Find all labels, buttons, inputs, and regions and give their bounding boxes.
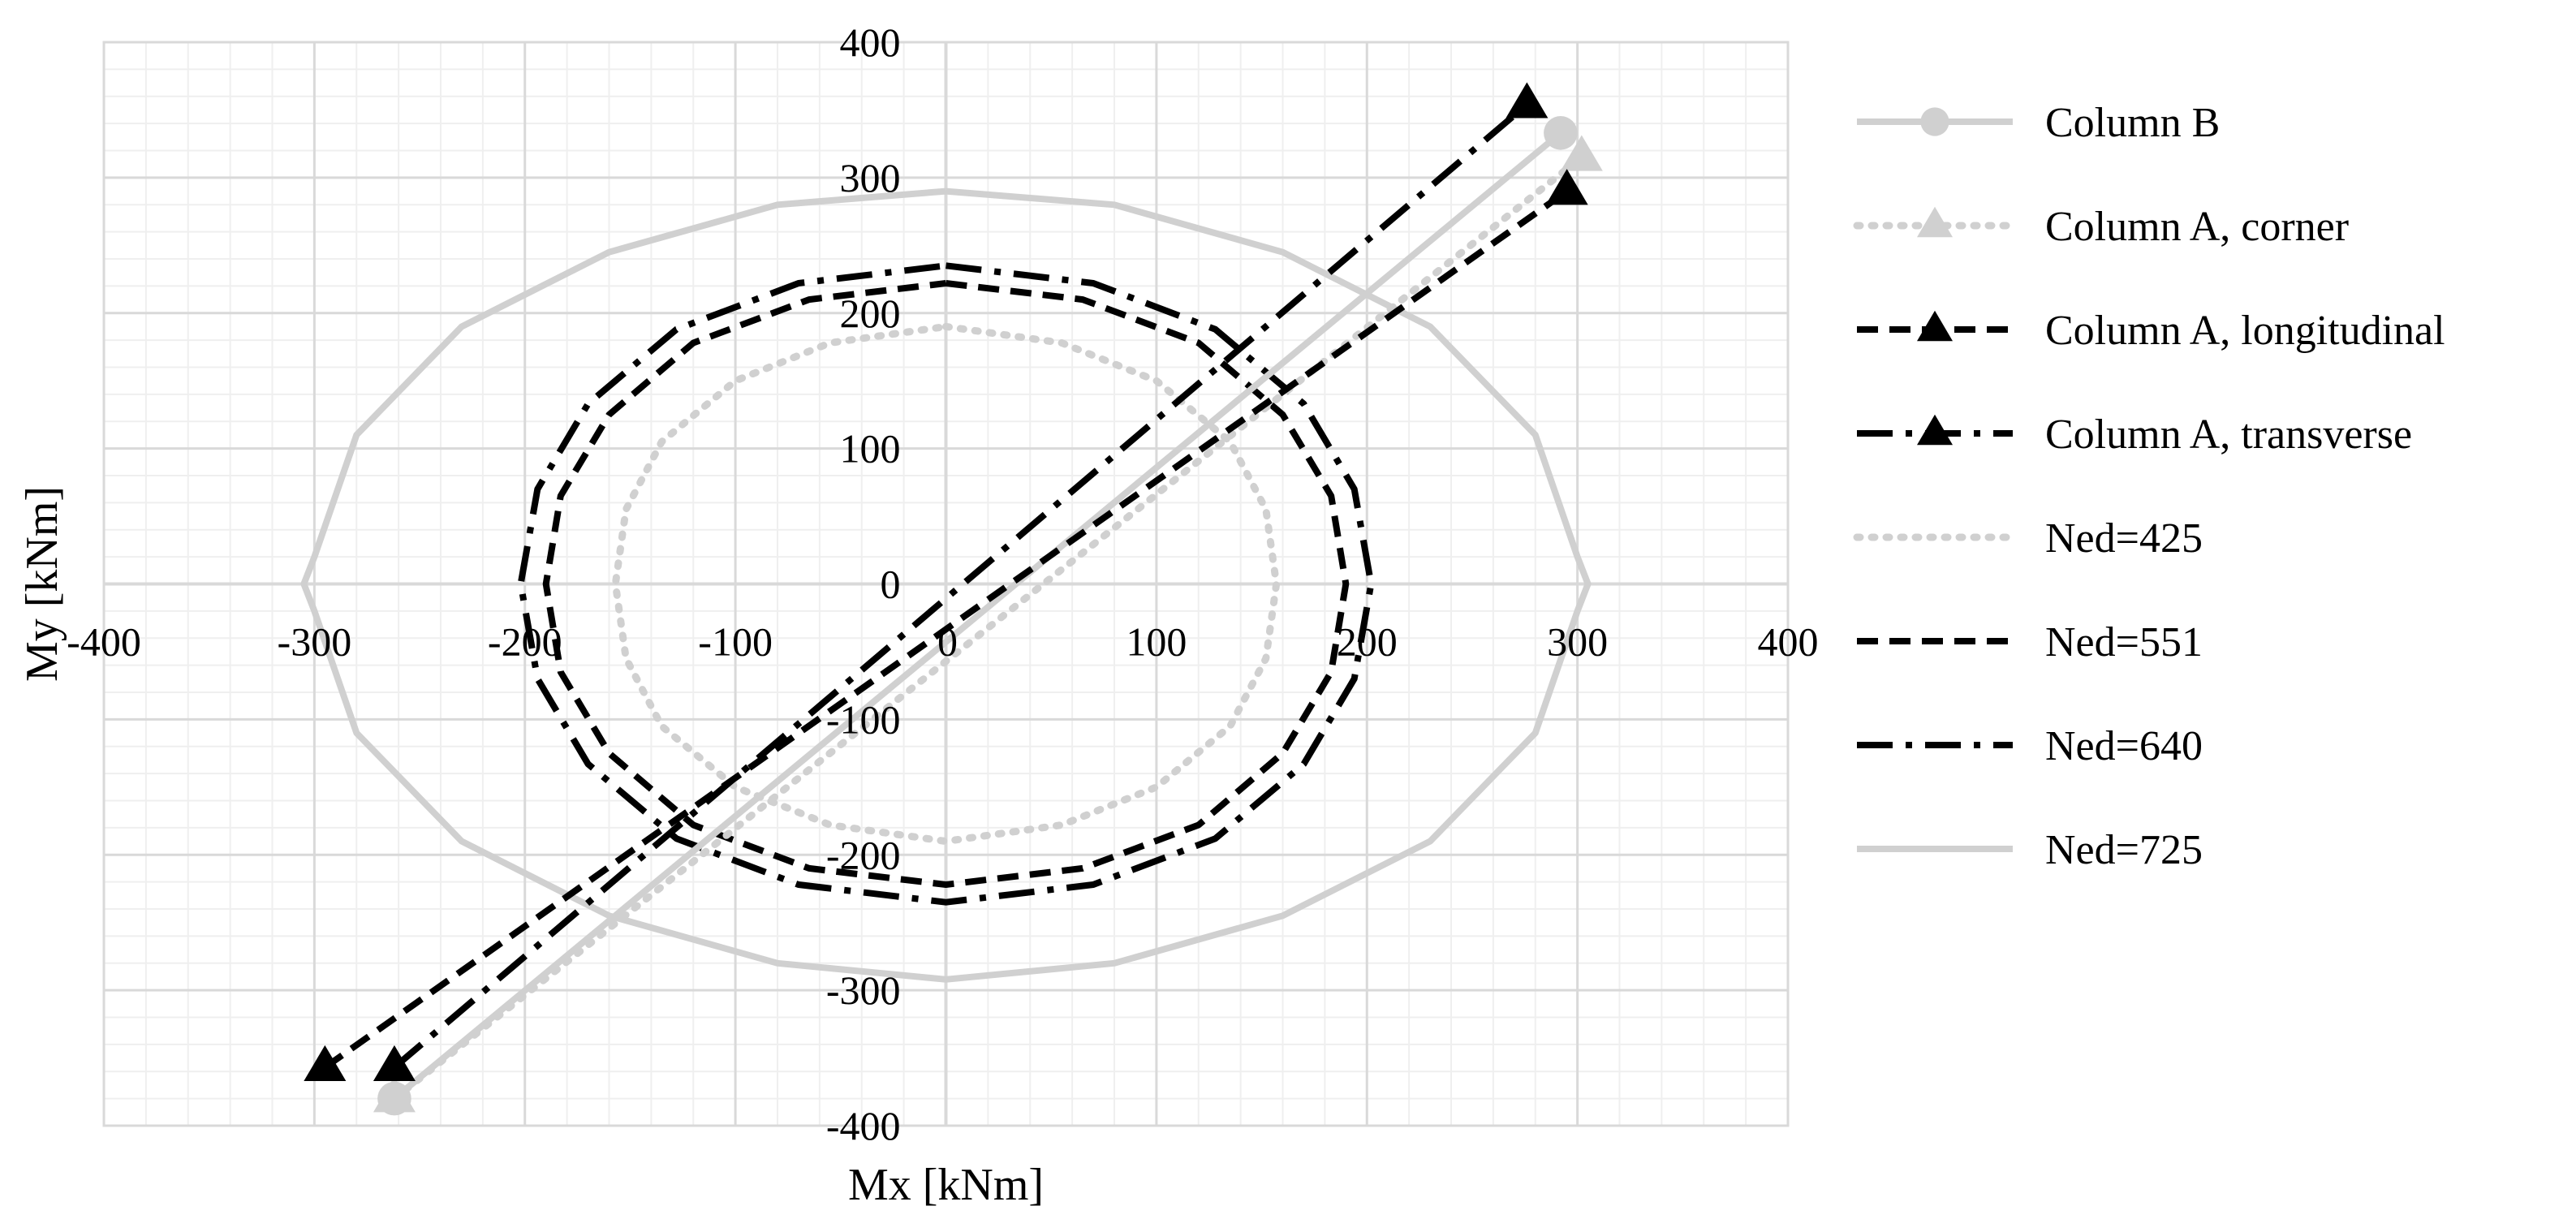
- x-tick-label: -100: [698, 619, 773, 665]
- series-line: [392, 130, 1563, 1101]
- y-tick-label: -300: [826, 967, 901, 1013]
- tick-labels: -400 -300 -200 -100 0 100 200 300 400 400 300 200 10…: [67, 19, 1818, 1148]
- series-6: [542, 280, 1350, 888]
- legend-entry-2: Column A, corner: [1853, 204, 2349, 250]
- legend-label: Column A, longitudinal: [2045, 308, 2445, 354]
- y-tick-label: 300: [840, 155, 901, 200]
- legend-entry-7: Ned=640: [1857, 723, 2203, 769]
- series-line: [390, 153, 1586, 1103]
- series-line: [392, 101, 1529, 1070]
- series-marker: [1917, 414, 1953, 446]
- legend-label: Column A, transverse: [2045, 411, 2412, 458]
- y-tick-label: 0: [881, 562, 901, 607]
- x-tick-label: -200: [488, 619, 562, 665]
- series-2: [373, 135, 1603, 1113]
- legend-label: Ned=640: [2045, 723, 2203, 769]
- legend-label: Column A, corner: [2045, 204, 2349, 250]
- series-marker: [1920, 107, 1949, 136]
- series-5: [611, 322, 1281, 846]
- series-3: [304, 169, 1588, 1082]
- legend-entry-5: Ned=425: [1853, 515, 2203, 562]
- legend-label: Column B: [2045, 100, 2220, 146]
- y-tick-label: 400: [840, 19, 901, 65]
- series-marker: [373, 1045, 416, 1082]
- legend-entry-8: Ned=725: [1857, 827, 2203, 873]
- y-tick-label: -400: [826, 1103, 901, 1148]
- series-marker: [1506, 82, 1549, 118]
- series-marker: [1917, 206, 1953, 238]
- series-marker: [1917, 310, 1953, 342]
- legend-entry-4: Column A, transverse: [1857, 411, 2412, 458]
- series-line: [611, 322, 1281, 846]
- y-axis-title: My [kNm]: [17, 486, 67, 682]
- plot-area: -400 -300 -200 -100 0 100 200 300 400 400 300 200 10…: [67, 19, 1818, 1148]
- axes: [104, 42, 1788, 1126]
- y-tick-label: -100: [826, 696, 901, 742]
- series-line: [542, 280, 1350, 888]
- y-tick-label: -200: [826, 832, 901, 877]
- series-layer: [300, 82, 1603, 1116]
- y-tick-label: 200: [840, 291, 901, 336]
- series-marker: [373, 1076, 416, 1113]
- x-tick-label: -300: [278, 619, 352, 665]
- series-marker: [1560, 135, 1603, 171]
- x-axis-title: Mx [kNm]: [848, 1160, 1044, 1210]
- series-marker: [1545, 169, 1588, 205]
- series-marker: [1544, 116, 1578, 150]
- legend: Column B Column A, corner Column A, longit…: [1853, 100, 2445, 873]
- y-tick-label: 100: [840, 426, 901, 472]
- x-tick-label: 400: [1758, 619, 1819, 665]
- x-tick-label: 200: [1337, 619, 1398, 665]
- series-line: [300, 187, 1592, 983]
- legend-entry-1: Column B: [1857, 100, 2220, 146]
- series-line: [322, 188, 1570, 1070]
- series-4: [373, 82, 1549, 1082]
- series-marker: [304, 1045, 347, 1082]
- series-line: [517, 262, 1375, 906]
- legend-label: Ned=425: [2045, 515, 2203, 562]
- legend-label: Ned=725: [2045, 827, 2203, 873]
- legend-label: Ned=551: [2045, 619, 2203, 666]
- series-7: [517, 262, 1375, 906]
- legend-entry-3: Column A, longitudinal: [1857, 308, 2445, 354]
- series-8: [300, 187, 1592, 983]
- x-tick-label: 0: [937, 619, 958, 665]
- x-tick-label: 300: [1547, 619, 1608, 665]
- x-tick-label: -400: [67, 619, 141, 665]
- x-tick-label: 100: [1126, 619, 1187, 665]
- legend-entry-6: Ned=551: [1857, 619, 2203, 666]
